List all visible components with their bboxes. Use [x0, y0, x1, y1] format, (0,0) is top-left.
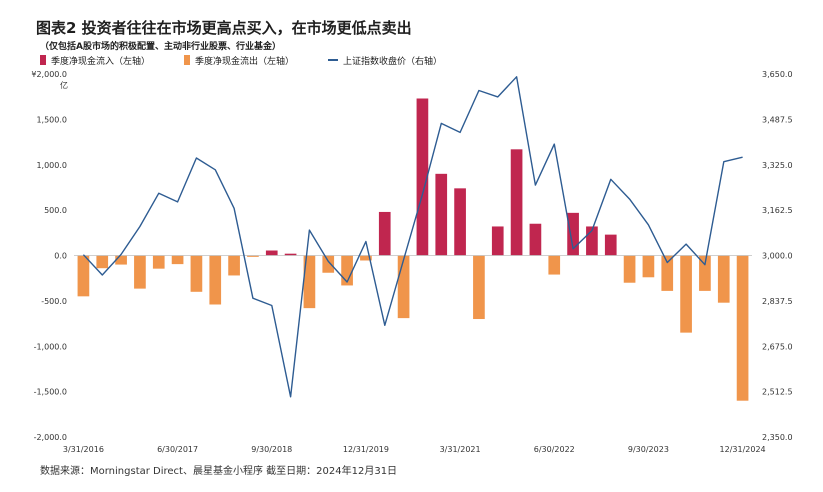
outflow-bar — [77, 255, 90, 297]
inflow-bar — [586, 226, 598, 256]
outflow-bar — [96, 255, 109, 269]
outflow-bar — [171, 255, 184, 265]
inflow-bar — [604, 234, 617, 256]
inflow-bar — [491, 226, 504, 256]
legend-inflow-swatch — [40, 55, 46, 65]
outflow-bar — [341, 255, 353, 286]
left-axis-tick-label: 0.0 — [54, 252, 67, 261]
right-axis-tick-label: 2,350.0 — [762, 433, 793, 442]
left-axis-tick-label: -1,500.0 — [34, 388, 67, 397]
inflow-bar — [454, 188, 466, 256]
inflow-bar — [265, 250, 278, 256]
x-axis-tick-label: 6/30/2022 — [534, 445, 575, 454]
outflow-bar — [190, 255, 203, 292]
legend-index-swatch — [328, 59, 339, 61]
right-axis-tick-label: 2,837.5 — [762, 297, 793, 306]
outflow-bar — [209, 255, 222, 305]
legend-outflow-swatch — [184, 55, 191, 65]
index-line — [82, 76, 743, 398]
outflow-bar — [717, 255, 730, 303]
inflow-bar — [416, 98, 429, 256]
chart-legend: 季度净现金流入（左轴） 季度净现金流出（左轴） 上证指数收盘价（右轴） — [40, 53, 476, 67]
left-axis-tick-label: 500.0 — [44, 206, 67, 215]
x-axis-tick-label: 3/31/2021 — [440, 445, 481, 454]
outflow-bar — [736, 255, 749, 401]
x-axis-tick-label: 12/31/2019 — [343, 445, 389, 454]
x-axis-tick-label: 9/30/2018 — [251, 445, 292, 454]
outflow-bar — [247, 255, 259, 257]
legend-outflow: 季度净现金流出（左轴） — [184, 54, 294, 67]
outflow-bar — [397, 255, 410, 319]
left-axis-tick-label: -500.0 — [41, 297, 67, 306]
outflow-bar — [699, 255, 711, 291]
legend-outflow-label: 季度净现金流出（左轴） — [195, 56, 295, 67]
outflow-bar — [360, 255, 372, 261]
outflow-bar — [661, 255, 674, 291]
inflow-bar — [435, 173, 448, 256]
inflow-bar — [378, 211, 391, 256]
left-axis-tick-label: -1,000.0 — [34, 342, 67, 351]
outflow-bar — [623, 255, 636, 283]
data-source-note: 数据来源：Morningstar Direct、晨星基金小程序 截至日期：202… — [40, 466, 398, 477]
inflow-bar — [567, 212, 579, 256]
outflow-bar — [152, 255, 165, 269]
chart-subtitle: （仅包括A股市场的积极配置、主动非行业股票、行业基金） — [40, 42, 281, 52]
right-axis-tick-label: 3,000.0 — [762, 252, 793, 261]
left-axis-tick-label: 1,500.0 — [36, 115, 67, 124]
outflow-bar — [228, 255, 240, 276]
outflow-bar — [680, 255, 692, 333]
legend-index-label: 上证指数收盘价（右轴） — [343, 56, 443, 67]
left-axis-tick-label: -2,000.0 — [34, 433, 67, 442]
right-axis-tick-label: 3,325.0 — [762, 161, 793, 170]
right-axis-tick-label: 3,650.0 — [762, 70, 793, 79]
inflow-bar — [510, 149, 523, 256]
right-axis-tick-label: 2,675.0 — [762, 342, 793, 351]
outflow-bar — [303, 255, 316, 309]
right-axis-tick-label: 3,162.5 — [762, 206, 793, 215]
left-axis-unit: 亿 — [60, 81, 68, 90]
inflow-bar — [529, 223, 542, 256]
outflow-bar — [642, 255, 655, 278]
x-axis-tick-label: 3/31/2016 — [63, 445, 104, 454]
right-axis-tick-label: 2,512.5 — [762, 388, 793, 397]
outflow-bar — [473, 255, 485, 320]
outflow-bar — [548, 255, 561, 275]
x-axis-tick-label: 9/30/2023 — [628, 445, 669, 454]
left-axis-tick-label: ¥2,000.0 — [31, 70, 67, 79]
left-axis-tick-label: 1,000.0 — [36, 161, 67, 170]
right-axis-tick-label: 3,487.5 — [762, 115, 793, 124]
outflow-bar — [322, 255, 335, 273]
legend-index: 上证指数收盘价（右轴） — [328, 54, 442, 67]
legend-inflow-label: 季度净现金流入（左轴） — [51, 56, 151, 67]
inflow-bar — [284, 253, 297, 256]
outflow-bar — [115, 255, 127, 265]
outflow-bar — [134, 255, 146, 289]
chart-title: 图表2 投资者往往在市场更高点买入，在市场更低点卖出 — [36, 19, 412, 37]
x-axis-tick-label: 12/31/2024 — [720, 445, 766, 454]
x-axis-tick-label: 6/30/2017 — [157, 445, 198, 454]
legend-inflow: 季度净现金流入（左轴） — [40, 54, 150, 67]
